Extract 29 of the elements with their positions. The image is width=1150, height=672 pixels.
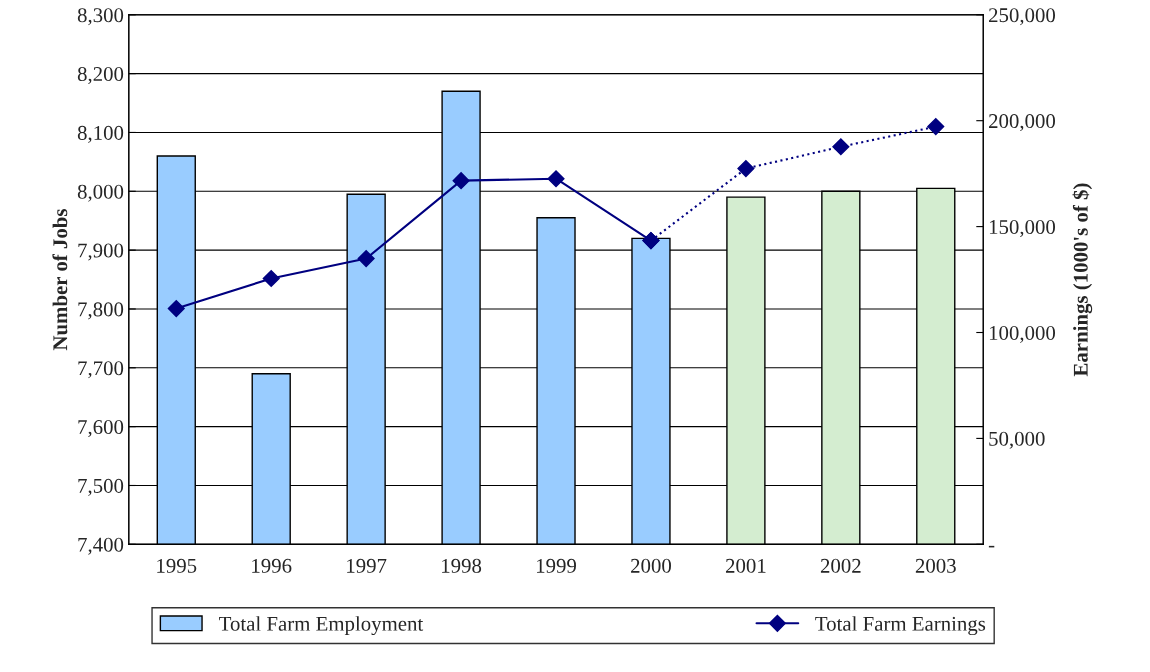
y-tick-label: 8,300 xyxy=(77,8,124,26)
legend-label: Total Farm Earnings xyxy=(815,616,986,636)
y-tick-label: 7,900 xyxy=(78,243,124,261)
x-tick-label: 1995 xyxy=(157,558,197,573)
y2-tick-label: 100,000 xyxy=(989,325,1056,343)
x-tick-label: 1997 xyxy=(347,558,387,573)
y2-tick-label: 250,000 xyxy=(989,8,1056,26)
x-tick-label: 1998 xyxy=(442,558,482,573)
y2-tick-label: 200,000 xyxy=(989,114,1056,132)
y2-tick-label: - xyxy=(988,545,995,548)
y-tick-label: 8,000 xyxy=(77,184,124,202)
y-tick-label: 7,500 xyxy=(78,478,124,496)
y-tick-label: 8,100 xyxy=(77,125,124,143)
x-tick-label: 2000 xyxy=(631,558,671,573)
y-tick-label: 8,200 xyxy=(77,67,124,85)
x-tick-label: 2003 xyxy=(915,558,956,573)
y2-tick-label: 50,000 xyxy=(989,431,1045,449)
x-tick-label: 2001 xyxy=(725,558,766,573)
y2-tick-label: 150,000 xyxy=(989,219,1056,238)
x-tick-label: 2002 xyxy=(820,558,861,573)
y-tick-label: 7,700 xyxy=(78,361,124,379)
y-axis-title: Number of Jobs xyxy=(52,209,68,351)
y-tick-label: 7,600 xyxy=(78,420,124,438)
x-tick-label: 1999 xyxy=(537,558,577,573)
legend-label: Total Farm Employment xyxy=(219,616,424,636)
y-tick-label: 7,800 xyxy=(78,302,124,320)
y2-axis-title: Earnings (1000's of $) xyxy=(1072,183,1093,377)
y-tick-label: 7,400 xyxy=(78,537,124,555)
x-tick-label: 1996 xyxy=(252,558,292,573)
